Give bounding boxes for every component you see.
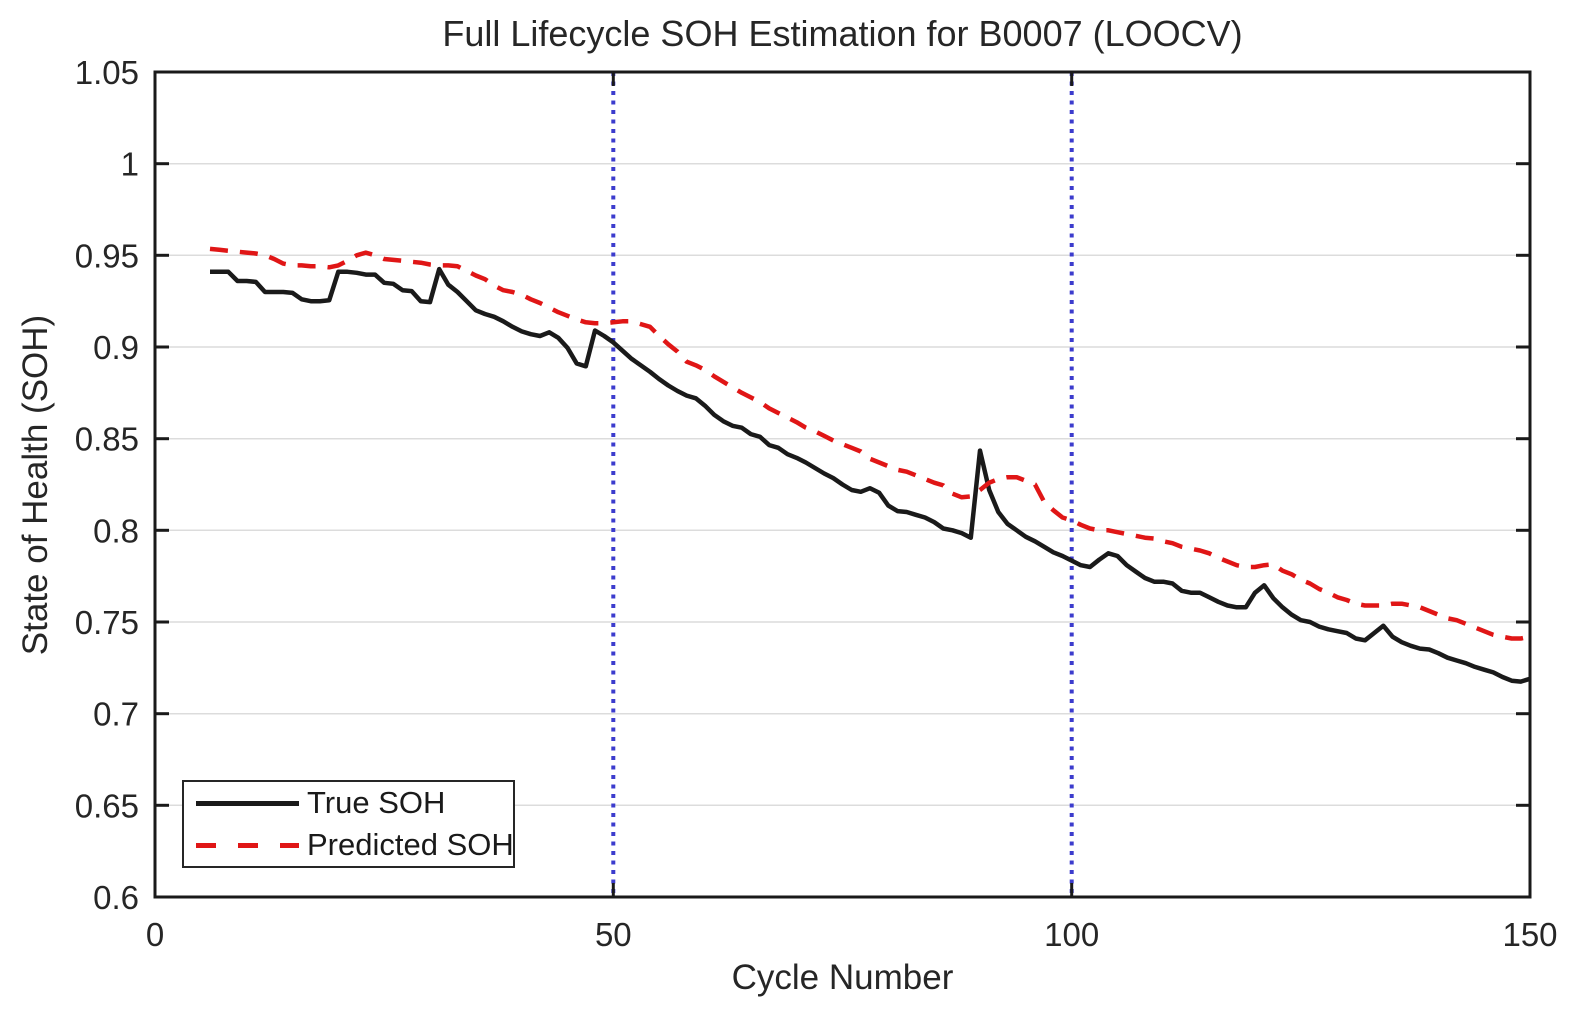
y-tick-label: 0.85 xyxy=(75,421,139,458)
axes-box xyxy=(153,70,1532,899)
legend: True SOH Predicted SOH xyxy=(182,780,515,868)
predicted-soh-line xyxy=(209,246,1530,641)
legend-label: True SOH xyxy=(307,785,446,820)
x-tick-label: 100 xyxy=(1044,916,1099,953)
legend-item-predicted-soh: Predicted SOH xyxy=(184,827,514,862)
y-tick-label: 0.65 xyxy=(75,787,139,824)
y-tick-label: 0.8 xyxy=(93,512,139,549)
y-tick-label: 0.6 xyxy=(93,879,139,916)
y-tick-label: 1 xyxy=(121,146,139,183)
legend-item-true-soh: True SOH xyxy=(184,785,513,820)
y-tick-label: 1.05 xyxy=(75,54,139,91)
true-soh-line xyxy=(210,266,1530,684)
y-tick-label: 0.9 xyxy=(93,329,139,366)
x-tick-label: 150 xyxy=(1502,916,1557,953)
y-tick-label: 0.7 xyxy=(93,696,139,733)
chart-title: Full Lifecycle SOH Estimation for B0007 … xyxy=(442,13,1243,54)
x-axis-label: Cycle Number xyxy=(731,958,954,997)
y-tick-label: 0.95 xyxy=(75,237,139,274)
legend-label: Predicted SOH xyxy=(307,827,514,862)
x-tick-label: 50 xyxy=(595,916,632,953)
predicted-soh-line-sample xyxy=(196,842,299,848)
y-tick-label: 0.75 xyxy=(75,604,139,641)
x-tick-label: 0 xyxy=(146,916,164,953)
true-soh-line-sample xyxy=(196,800,299,806)
